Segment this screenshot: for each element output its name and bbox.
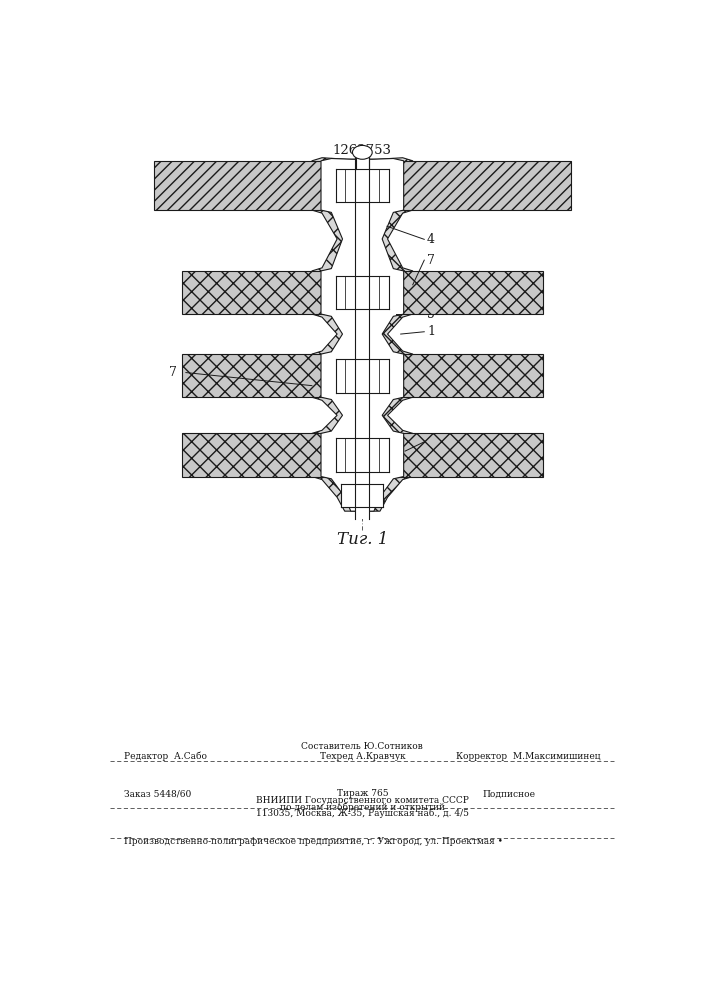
Text: 1: 1	[427, 325, 435, 338]
Bar	[336, 359, 389, 393]
Text: Тираж 765: Тираж 765	[337, 789, 388, 798]
Bar	[336, 276, 389, 309]
Text: Заказ 5448/60: Заказ 5448/60	[124, 789, 191, 798]
Text: 1262753: 1262753	[333, 144, 392, 157]
Text: Техред А.Кравчук: Техред А.Кравчук	[320, 752, 405, 761]
Text: Подписное: Подписное	[483, 789, 536, 798]
Bar	[341, 484, 383, 507]
Text: 5: 5	[427, 308, 435, 321]
Text: Производственно-полиграфическое предприятие, г. Ужгород, ул. Проектмая •: Производственно-полиграфическое предприя…	[124, 837, 503, 846]
Text: Τиг. 1: Τиг. 1	[337, 531, 388, 548]
Text: 2: 2	[427, 435, 435, 448]
Polygon shape	[312, 158, 413, 511]
Bar	[182, 433, 543, 477]
Bar	[336, 169, 389, 202]
Text: ВНИИПИ Государственного комитета СССР: ВНИИПИ Государственного комитета СССР	[256, 796, 469, 805]
Bar	[336, 438, 389, 472]
Bar	[182, 354, 543, 397]
Bar	[355, 152, 370, 519]
Bar	[356, 152, 369, 169]
Text: Составитель Ю.Сотников: Составитель Ю.Сотников	[301, 742, 423, 751]
Text: 113035, Москва, Ж-35, Раушская наб., д. 4/5: 113035, Москва, Ж-35, Раушская наб., д. …	[256, 808, 469, 818]
Text: Корректор  М.Максимишинец: Корректор М.Максимишинец	[456, 752, 601, 761]
Text: Редактор  А.Сабо: Редактор А.Сабо	[124, 751, 207, 761]
Bar	[154, 161, 571, 210]
Text: 4: 4	[427, 233, 435, 246]
Text: 7: 7	[427, 254, 435, 267]
Text: 7: 7	[170, 366, 177, 379]
Polygon shape	[321, 158, 404, 511]
Text: по делам изобретений и открытий: по делам изобретений и открытий	[280, 802, 445, 812]
Ellipse shape	[353, 145, 372, 159]
Bar	[182, 271, 543, 314]
